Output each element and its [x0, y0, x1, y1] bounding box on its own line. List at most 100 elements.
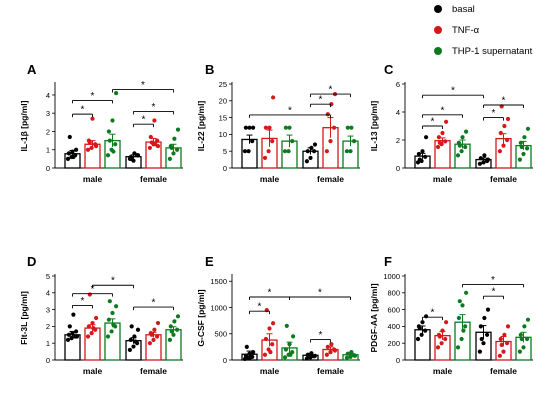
panel-letter: E — [205, 254, 214, 269]
data-point — [455, 345, 461, 350]
data-point — [151, 337, 156, 342]
y-axis-label: IL-1β [pg/ml] — [19, 100, 29, 151]
data-point — [284, 323, 289, 328]
data-point — [153, 142, 158, 147]
data-point — [71, 312, 76, 317]
y-tick-label: 800 — [387, 289, 400, 298]
y-tick-label: 0 — [223, 164, 227, 173]
data-point — [242, 149, 248, 154]
data-point — [86, 324, 91, 329]
data-point — [417, 157, 422, 162]
data-point — [501, 349, 506, 354]
data-point — [107, 138, 112, 143]
data-point — [416, 151, 421, 157]
data-point — [459, 149, 464, 154]
data-point — [522, 324, 527, 329]
data-point — [132, 151, 137, 156]
data-point — [106, 129, 111, 134]
data-point — [460, 135, 465, 140]
data-point — [424, 314, 429, 319]
data-point — [262, 155, 268, 161]
panel-letter: A — [27, 62, 37, 77]
data-point — [457, 143, 462, 148]
y-axis-label: Flt-3L [pg/ml] — [19, 291, 29, 345]
data-point — [415, 336, 421, 342]
data-point — [69, 336, 74, 341]
significance-star: * — [318, 288, 322, 299]
significance-star: * — [81, 105, 85, 116]
data-point — [464, 290, 469, 295]
data-point — [312, 142, 318, 147]
data-point — [497, 149, 502, 154]
data-point — [111, 322, 116, 327]
data-point — [66, 332, 71, 337]
data-point — [243, 125, 248, 130]
x-category-label: male — [83, 366, 103, 376]
data-point — [325, 344, 330, 349]
significance-star: * — [431, 117, 435, 128]
data-point — [247, 351, 252, 356]
significance-star: * — [441, 105, 445, 116]
data-point — [271, 321, 276, 326]
data-point — [246, 149, 251, 154]
data-point — [263, 336, 268, 342]
data-point — [435, 345, 441, 350]
data-point — [131, 344, 136, 349]
significance-star: * — [91, 91, 95, 102]
data-point — [90, 320, 95, 326]
data-point — [155, 138, 160, 143]
data-point — [521, 151, 526, 157]
data-point — [111, 149, 116, 154]
data-point — [444, 119, 449, 124]
data-point — [481, 341, 486, 346]
data-point — [419, 332, 424, 337]
data-point — [505, 116, 511, 122]
data-point — [518, 332, 523, 337]
data-point — [309, 145, 314, 150]
data-point — [74, 329, 79, 334]
y-tick-label: 4 — [46, 289, 50, 298]
y-tick-label: 400 — [387, 322, 400, 331]
data-point — [242, 356, 248, 362]
data-point — [171, 332, 176, 337]
y-tick-label: 5 — [223, 147, 227, 156]
data-point — [109, 329, 114, 334]
data-point — [481, 160, 486, 165]
data-point — [114, 304, 119, 309]
data-point — [328, 350, 333, 355]
data-point — [87, 140, 92, 145]
data-point — [167, 337, 172, 342]
data-point — [324, 149, 329, 154]
data-point — [461, 328, 466, 333]
data-point — [149, 140, 154, 145]
bar — [104, 322, 121, 361]
data-point — [435, 144, 441, 150]
significance-star: * — [111, 276, 115, 287]
data-point — [251, 350, 256, 355]
data-point — [172, 319, 177, 324]
data-point — [518, 140, 523, 145]
y-tick-label: 20 — [219, 97, 227, 106]
data-point — [521, 345, 526, 350]
y-tick-label: 0 — [396, 356, 400, 365]
data-point — [423, 154, 428, 159]
data-point — [460, 303, 465, 308]
data-point — [344, 355, 349, 360]
data-point — [291, 334, 296, 339]
legend-marker-basal — [434, 5, 442, 13]
data-point — [525, 336, 530, 342]
data-point — [71, 154, 76, 160]
y-tick-label: 1000 — [383, 272, 400, 281]
data-point — [105, 153, 111, 158]
data-point — [312, 149, 317, 154]
panel-C: C IL-13 [pg/ml] 0 2 4 6 male female * * * * * — [369, 62, 533, 184]
data-point — [485, 332, 490, 337]
data-point — [328, 139, 333, 144]
significance-star: * — [502, 96, 506, 107]
data-point — [283, 125, 288, 130]
data-point — [129, 156, 134, 161]
legend-item-thp1: THP-1 supernatant — [434, 46, 532, 60]
data-point — [155, 320, 161, 326]
y-tick-label: 2 — [46, 322, 50, 331]
data-point — [282, 355, 288, 360]
